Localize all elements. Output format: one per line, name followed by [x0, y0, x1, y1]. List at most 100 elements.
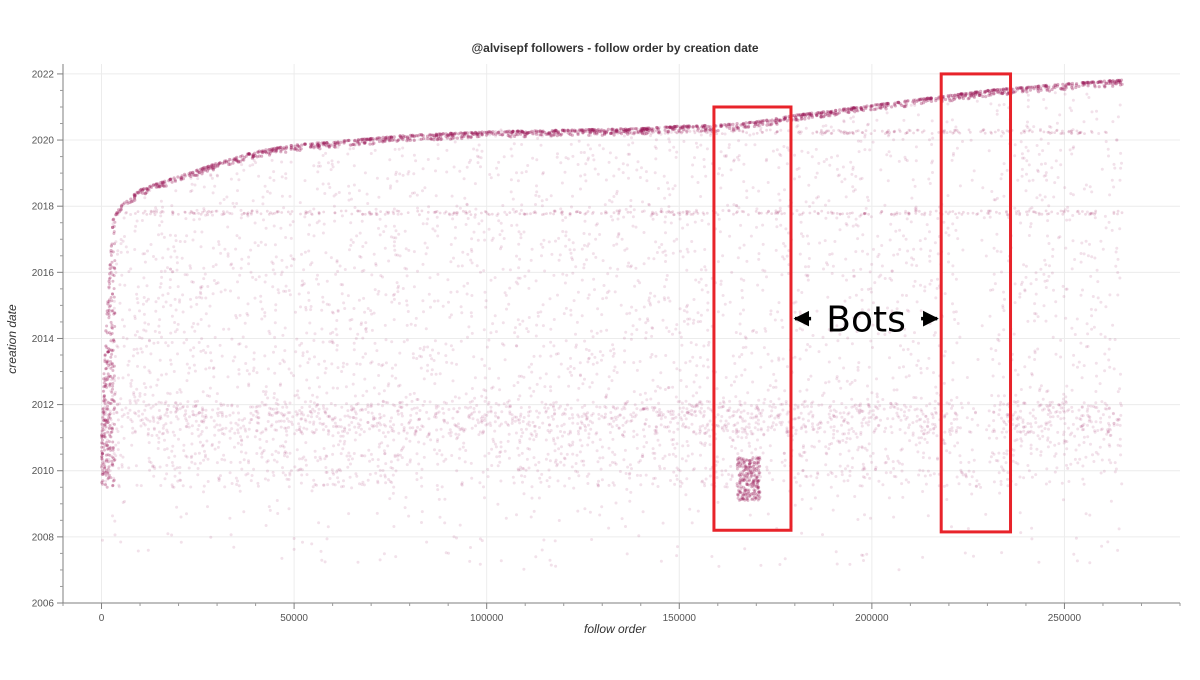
data-point	[822, 125, 825, 128]
data-point	[618, 168, 621, 171]
data-point	[279, 227, 282, 230]
data-point	[232, 267, 235, 270]
data-point	[603, 405, 606, 408]
data-point	[198, 411, 201, 414]
data-point	[1083, 252, 1086, 255]
data-point	[782, 145, 785, 148]
data-point	[518, 323, 521, 326]
data-point	[897, 416, 900, 419]
data-point	[945, 412, 948, 415]
data-point	[728, 209, 731, 212]
data-point	[197, 435, 200, 438]
data-point	[260, 318, 263, 321]
data-point	[704, 269, 707, 272]
data-point	[647, 257, 650, 260]
data-point	[273, 392, 276, 395]
data-point	[561, 219, 564, 222]
data-point	[990, 190, 993, 193]
data-point	[818, 440, 821, 443]
data-point	[155, 300, 158, 303]
data-point	[905, 406, 908, 409]
data-point	[239, 490, 242, 493]
data-point	[560, 424, 563, 427]
data-point	[1045, 467, 1048, 470]
data-point	[223, 459, 226, 462]
data-point	[1092, 460, 1095, 463]
data-point	[589, 428, 592, 431]
data-point	[742, 163, 745, 166]
data-point	[686, 318, 689, 321]
data-point	[644, 392, 647, 395]
data-point	[920, 371, 923, 374]
data-point	[690, 240, 693, 243]
data-point	[165, 301, 168, 304]
data-point	[271, 285, 274, 288]
data-point	[190, 461, 193, 464]
data-point	[145, 345, 148, 348]
data-point	[673, 240, 676, 243]
data-point	[364, 171, 367, 174]
data-point	[935, 434, 938, 437]
data-point	[1097, 410, 1100, 413]
data-point	[541, 204, 544, 207]
data-point	[573, 248, 576, 251]
data-point	[303, 282, 306, 285]
data-point	[1085, 93, 1088, 96]
data-point	[695, 391, 698, 394]
data-point	[127, 416, 130, 419]
data-point	[495, 330, 498, 333]
data-point	[378, 392, 381, 395]
data-point	[964, 552, 967, 555]
data-point	[1030, 444, 1033, 447]
data-point	[599, 350, 602, 353]
data-point	[1120, 162, 1123, 165]
data-point	[672, 431, 675, 434]
data-point	[583, 424, 586, 427]
data-point	[1078, 361, 1081, 364]
data-point	[1070, 327, 1073, 330]
data-point	[416, 207, 419, 210]
data-point	[849, 470, 852, 473]
data-point	[1052, 336, 1055, 339]
data-point	[794, 311, 797, 314]
data-point	[217, 407, 220, 410]
data-point	[567, 385, 570, 388]
data-point	[752, 186, 755, 189]
data-point	[494, 420, 497, 423]
data-point	[832, 400, 835, 403]
data-point	[806, 405, 809, 408]
data-point	[816, 431, 819, 434]
data-point	[307, 233, 310, 236]
data-point	[152, 475, 155, 478]
data-point	[852, 115, 855, 118]
data-point	[512, 476, 515, 479]
data-point	[901, 470, 904, 473]
data-point	[123, 284, 126, 287]
data-point	[776, 148, 779, 151]
data-point	[765, 466, 768, 469]
data-point	[717, 501, 720, 504]
data-point	[215, 423, 218, 426]
data-point	[368, 427, 371, 430]
data-point	[318, 408, 321, 411]
data-point	[275, 407, 278, 410]
data-point	[452, 348, 455, 351]
data-point	[288, 289, 291, 292]
data-point	[247, 461, 250, 464]
data-point	[1067, 480, 1070, 483]
data-point	[217, 240, 220, 243]
data-point	[552, 401, 555, 404]
data-point	[520, 428, 523, 431]
data-point	[557, 479, 560, 482]
data-point	[988, 437, 991, 440]
data-point	[549, 389, 552, 392]
data-point	[445, 149, 448, 152]
data-point	[300, 413, 303, 416]
data-point	[1062, 433, 1065, 436]
data-point	[1086, 322, 1089, 325]
data-point	[1118, 227, 1121, 230]
data-point	[450, 243, 453, 246]
data-point	[756, 439, 759, 442]
data-point	[672, 453, 675, 456]
data-point	[1050, 166, 1053, 169]
